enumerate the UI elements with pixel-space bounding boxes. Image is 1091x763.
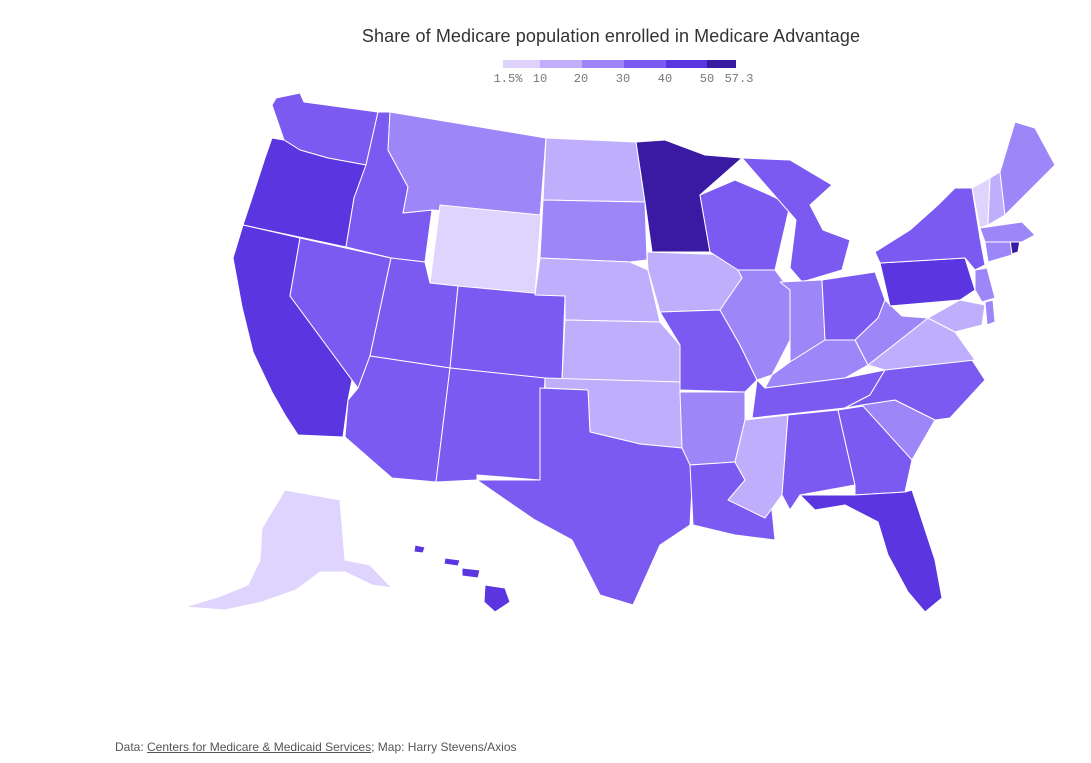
legend-swatch-3	[582, 60, 624, 68]
legend-swatch-4	[624, 60, 666, 68]
state-north-dakota[interactable]	[542, 137, 646, 203]
legend-swatches	[503, 60, 736, 68]
source-credit: Data: Centers for Medicare & Medicaid Se…	[115, 740, 517, 754]
state-montana[interactable]	[387, 111, 547, 218]
state-kansas[interactable]	[561, 319, 681, 383]
legend-tick-30: 30	[615, 72, 631, 86]
color-legend: 1.5% 10 20 30 40 50 57.3	[494, 60, 753, 90]
state-texas[interactable]	[476, 387, 694, 606]
legend-tick-40: 40	[657, 72, 673, 86]
state-new-mexico[interactable]	[435, 367, 546, 483]
source-prefix: Data:	[115, 740, 148, 754]
state-wyoming[interactable]	[429, 204, 542, 296]
state-arkansas[interactable]	[679, 391, 746, 466]
state-west-virginia[interactable]	[854, 299, 929, 366]
legend-swatch-1	[503, 60, 540, 68]
legend-swatch-5	[666, 60, 707, 68]
state-massachusetts[interactable]	[979, 221, 1036, 243]
state-florida[interactable]	[799, 489, 943, 613]
state-wisconsin[interactable]	[699, 179, 791, 271]
legend-tick-10: 10	[532, 72, 548, 86]
source-link[interactable]: Centers for Medicare & Medicaid Services	[147, 740, 372, 754]
state-new-york[interactable]	[874, 187, 986, 271]
state-colorado[interactable]	[449, 285, 566, 381]
map-title: Share of Medicare population enrolled in…	[361, 26, 861, 46]
state-michigan[interactable]	[741, 157, 851, 283]
state-delaware[interactable]	[984, 299, 996, 326]
source-suffix: ; Map: Harry Stevens/Axios	[371, 740, 517, 754]
legend-tick-max: 57.3	[724, 72, 754, 86]
state-north-carolina[interactable]	[844, 359, 986, 421]
state-hawaii-big[interactable]	[483, 584, 511, 613]
legend-swatch-2	[540, 60, 582, 68]
state-maryland[interactable]	[927, 299, 986, 333]
state-new-jersey[interactable]	[974, 267, 996, 303]
state-alaska[interactable]	[184, 489, 393, 611]
state-illinois[interactable]	[719, 269, 791, 381]
legend-tick-20: 20	[573, 72, 589, 86]
state-maine[interactable]	[999, 121, 1056, 216]
legend-swatch-6	[707, 60, 736, 68]
state-hawaii-islands[interactable]	[413, 544, 481, 579]
legend-tick-50: 50	[699, 72, 715, 86]
state-pennsylvania[interactable]	[879, 257, 976, 307]
state-south-dakota[interactable]	[539, 199, 648, 263]
legend-tick-min: 1.5%	[493, 72, 523, 86]
